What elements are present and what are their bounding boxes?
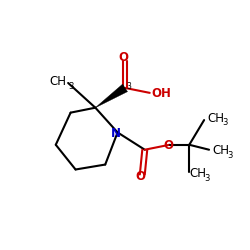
Text: 3: 3: [227, 151, 233, 160]
Text: 3: 3: [68, 82, 73, 91]
Text: CH: CH: [189, 167, 206, 180]
Text: 3: 3: [204, 174, 210, 183]
Text: N: N: [111, 127, 121, 140]
Text: O: O: [136, 170, 145, 183]
Text: CH: CH: [212, 144, 229, 158]
Text: 3: 3: [126, 82, 131, 91]
Text: O: O: [119, 50, 129, 64]
Text: CH: CH: [207, 112, 224, 124]
Text: 3: 3: [222, 118, 228, 127]
Text: CH: CH: [50, 75, 66, 88]
Text: OH: OH: [152, 87, 172, 100]
Text: O: O: [164, 139, 174, 152]
Polygon shape: [95, 84, 128, 108]
